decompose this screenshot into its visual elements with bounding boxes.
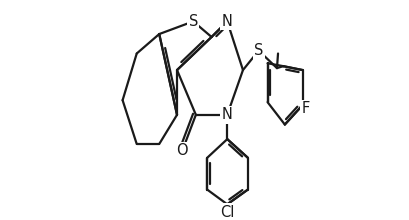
Text: S: S: [189, 14, 198, 29]
Text: F: F: [302, 101, 310, 116]
Text: O: O: [176, 143, 188, 158]
Text: N: N: [222, 107, 233, 122]
Text: S: S: [254, 43, 263, 58]
Text: N: N: [222, 14, 233, 29]
Text: Cl: Cl: [220, 205, 234, 220]
